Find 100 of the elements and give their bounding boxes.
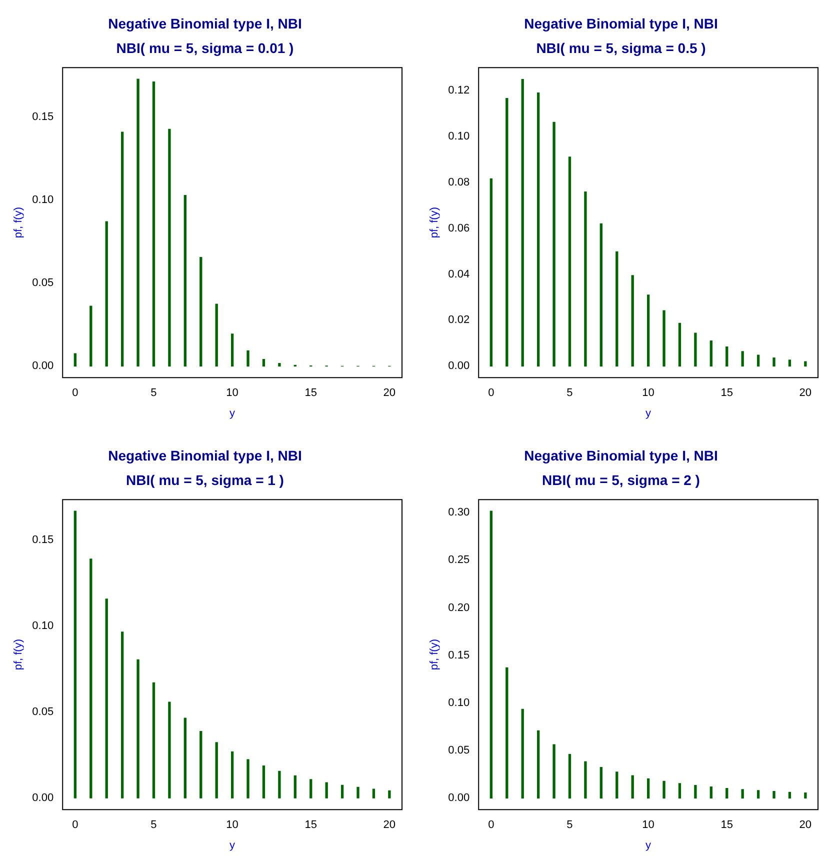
y-tick-label: 0.30 bbox=[448, 506, 470, 519]
chart-title: Negative Binomial type I, NBI bbox=[524, 15, 718, 32]
bar bbox=[506, 667, 508, 799]
bar bbox=[646, 294, 650, 366]
bar bbox=[168, 702, 171, 798]
x-tick-label: 15 bbox=[304, 387, 317, 400]
bar bbox=[230, 334, 234, 366]
bar bbox=[662, 780, 666, 799]
x-axis-title: y bbox=[646, 407, 652, 420]
x-tick-label: 0 bbox=[72, 387, 78, 400]
x-tick-label: 15 bbox=[304, 819, 317, 832]
y-tick-label: 0.00 bbox=[448, 360, 470, 372]
bar bbox=[120, 132, 124, 366]
bar bbox=[694, 784, 697, 799]
y-tick-label: 0.20 bbox=[448, 602, 470, 614]
bar bbox=[136, 78, 140, 366]
x-tick-label: 15 bbox=[720, 387, 733, 400]
bar bbox=[184, 194, 186, 366]
bar bbox=[741, 351, 744, 366]
y-tick-label: 0.00 bbox=[32, 792, 54, 804]
bar bbox=[74, 510, 77, 798]
bar bbox=[372, 788, 376, 798]
y-tick-label: 0.10 bbox=[32, 194, 54, 206]
bar bbox=[662, 310, 666, 366]
bar bbox=[600, 223, 602, 366]
y-tick-label: 0.10 bbox=[32, 620, 54, 632]
bar bbox=[726, 346, 728, 366]
bar bbox=[152, 682, 156, 798]
bar bbox=[600, 767, 602, 799]
y-tick-label: 0.08 bbox=[448, 176, 470, 188]
x-tick-label: 0 bbox=[72, 819, 78, 832]
bar bbox=[262, 766, 266, 798]
y-tick-label: 0.00 bbox=[448, 792, 470, 804]
x-tick-label: 5 bbox=[566, 819, 573, 832]
bar bbox=[584, 192, 587, 366]
y-tick-label: 0.05 bbox=[32, 706, 54, 718]
x-tick-label: 20 bbox=[799, 387, 812, 400]
bar bbox=[340, 784, 344, 798]
bar bbox=[506, 98, 508, 366]
bar bbox=[294, 775, 296, 798]
bar bbox=[741, 789, 744, 799]
bar bbox=[325, 782, 328, 798]
chart-subtitle: NBI( mu = 5, sigma = 2 ) bbox=[542, 472, 700, 488]
bar bbox=[521, 78, 524, 366]
bar bbox=[710, 786, 712, 799]
x-tick-label: 10 bbox=[226, 387, 238, 400]
bar bbox=[184, 718, 186, 798]
x-tick-label: 10 bbox=[642, 387, 654, 400]
bar bbox=[90, 558, 92, 798]
bar bbox=[120, 632, 124, 798]
bar bbox=[646, 778, 650, 799]
x-tick-label: 10 bbox=[642, 819, 654, 832]
bar bbox=[490, 178, 493, 366]
x-axis-title: y bbox=[646, 839, 652, 852]
chart-title: Negative Binomial type I, NBI bbox=[108, 447, 302, 464]
bar bbox=[536, 730, 540, 799]
bar bbox=[756, 790, 760, 799]
chart-title: Negative Binomial type I, NBI bbox=[108, 15, 302, 32]
bar bbox=[215, 742, 218, 798]
y-tick-label: 0.05 bbox=[32, 277, 54, 290]
chart-title: Negative Binomial type I, NBI bbox=[524, 447, 718, 464]
bar bbox=[804, 792, 807, 799]
bar bbox=[788, 360, 792, 366]
bar bbox=[215, 304, 218, 366]
x-tick-label: 15 bbox=[720, 819, 733, 832]
y-axis-title: pf, f(y) bbox=[428, 207, 441, 238]
bar bbox=[584, 761, 587, 799]
y-tick-label: 0.15 bbox=[448, 649, 470, 662]
x-tick-label: 0 bbox=[488, 819, 494, 832]
bar bbox=[756, 354, 760, 366]
x-tick-label: 5 bbox=[150, 387, 157, 400]
bar bbox=[568, 754, 572, 799]
bar bbox=[136, 659, 140, 798]
x-tick-label: 5 bbox=[566, 387, 573, 400]
x-axis-title: y bbox=[230, 407, 236, 420]
chart-subtitle: NBI( mu = 5, sigma = 0.01 ) bbox=[116, 40, 294, 56]
bar bbox=[200, 257, 202, 366]
bar bbox=[246, 350, 250, 366]
bar bbox=[552, 744, 556, 799]
chart-subtitle: NBI( mu = 5, sigma = 0.5 ) bbox=[536, 40, 706, 56]
bar bbox=[788, 792, 792, 799]
bar bbox=[278, 770, 281, 798]
y-tick-label: 0.12 bbox=[448, 84, 470, 97]
bar bbox=[278, 362, 281, 366]
y-tick-label: 0.05 bbox=[448, 744, 470, 757]
bar bbox=[74, 353, 77, 366]
bar bbox=[568, 156, 572, 366]
x-tick-label: 20 bbox=[383, 819, 396, 832]
bar bbox=[152, 82, 156, 366]
bar bbox=[246, 759, 250, 798]
y-tick-label: 0.15 bbox=[32, 534, 54, 546]
bar bbox=[105, 598, 108, 798]
y-tick-label: 0.06 bbox=[448, 222, 470, 234]
bar bbox=[200, 730, 202, 798]
bar bbox=[168, 128, 171, 366]
bar bbox=[552, 122, 556, 366]
bar bbox=[726, 788, 728, 799]
chart-subtitle: NBI( mu = 5, sigma = 1 ) bbox=[126, 472, 284, 488]
y-tick-label: 0.10 bbox=[448, 696, 470, 709]
y-axis-title: pf, f(y) bbox=[12, 207, 25, 238]
